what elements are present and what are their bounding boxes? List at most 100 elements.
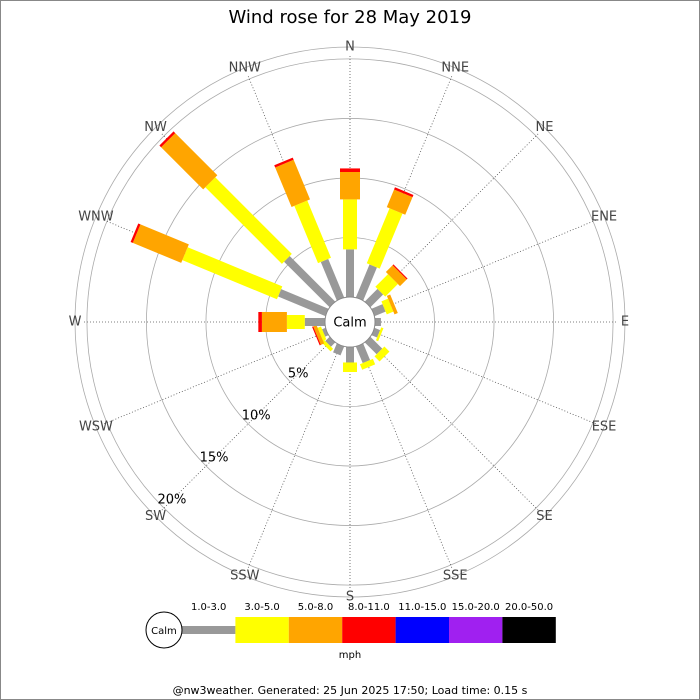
- legend-calm-label: Calm: [151, 626, 177, 637]
- bar-segment: [392, 264, 408, 280]
- ring-label: 20%: [158, 493, 187, 508]
- bar-segment: [313, 325, 325, 345]
- bar-segment: [182, 247, 283, 300]
- legend-label: 15.0-20.0: [452, 602, 500, 613]
- direction-line: [359, 344, 453, 569]
- calm-label: Calm: [333, 316, 366, 331]
- direction-line: [367, 132, 540, 305]
- direction-bars: [355, 343, 376, 370]
- chart-title: Wind rose for 28 May 2019: [229, 7, 472, 28]
- direction-label: NNW: [229, 60, 261, 75]
- bar-segment: [355, 343, 371, 364]
- bar-segment: [366, 208, 403, 269]
- bar-segment: [261, 312, 287, 332]
- bar-segment: [130, 223, 141, 243]
- direction-bars: [274, 157, 345, 301]
- legend-swatch: [395, 617, 449, 643]
- bar-segment: [333, 343, 345, 356]
- direction-label: E: [621, 315, 629, 330]
- bar-segment: [205, 177, 292, 264]
- bar-segment: [258, 312, 262, 332]
- direction-label: WNW: [78, 209, 114, 224]
- bar-segment: [343, 362, 357, 372]
- legend-swatch: [288, 617, 343, 643]
- bar-segment: [381, 298, 394, 315]
- bar-segment: [286, 315, 305, 329]
- direction-line: [103, 331, 328, 425]
- direction-label: NE: [535, 120, 553, 135]
- legend-label: 1.0-3.0: [191, 602, 226, 613]
- bar-segment: [343, 199, 357, 250]
- bar-segment: [364, 336, 383, 355]
- bar-segment: [320, 258, 345, 301]
- direction-bars: [333, 343, 345, 356]
- bar-segment: [340, 168, 360, 172]
- direction-label: N: [345, 40, 355, 55]
- legend-swatch: [182, 626, 236, 634]
- direction-bars: [258, 312, 325, 332]
- legend-calm-circle: [145, 611, 183, 649]
- legend-swatch: [502, 617, 556, 643]
- bar-segment: [371, 304, 386, 317]
- bar-segment: [385, 265, 407, 287]
- bar-segment: [375, 327, 384, 342]
- legend-swatch: [449, 617, 503, 643]
- legend-label: 11.0-15.0: [398, 602, 446, 613]
- bar-segment: [322, 327, 329, 337]
- direction-bars: [343, 347, 357, 372]
- bar-segment: [394, 187, 414, 198]
- ring-label: 5%: [288, 366, 309, 381]
- direction-bars: [130, 223, 329, 317]
- bar-segment: [340, 172, 360, 200]
- bar-segment: [132, 224, 189, 263]
- bar-segment: [364, 288, 384, 308]
- bar-segment: [294, 200, 331, 264]
- legend-label: 8.0-11.0: [348, 602, 390, 613]
- legend-swatch: [342, 617, 396, 643]
- direction-line: [367, 339, 540, 512]
- bar-segment: [346, 347, 354, 363]
- outer-ring: [74, 46, 626, 598]
- bar-segment: [275, 159, 311, 208]
- direction-bars: [371, 294, 398, 317]
- bar-segment: [159, 131, 176, 148]
- direction-bars: [364, 336, 390, 362]
- direction-label: SE: [536, 509, 552, 524]
- bar-segment: [274, 157, 294, 168]
- direction-label: SSE: [443, 569, 468, 584]
- legend-label: 20.0-50.0: [505, 602, 553, 613]
- grid-ring: [86, 58, 614, 586]
- direction-label: S: [346, 590, 354, 605]
- bar-segment: [346, 249, 354, 297]
- direction-bars: [312, 325, 329, 346]
- bar-segment: [375, 274, 398, 297]
- direction-label: NNE: [441, 60, 469, 75]
- bar-segment: [320, 338, 334, 352]
- bar-segment: [278, 289, 329, 317]
- direction-line: [160, 339, 333, 512]
- ring-label: 10%: [242, 408, 271, 423]
- direction-label: NW: [144, 120, 167, 135]
- bar-segment: [304, 318, 325, 326]
- legend-label: 5.0-8.0: [298, 602, 333, 613]
- calm-circle: [324, 296, 376, 348]
- bar-segment: [374, 346, 390, 362]
- direction-line: [372, 331, 597, 425]
- direction-bars: [375, 318, 381, 326]
- ring-label: 15%: [200, 450, 229, 465]
- direction-bars: [320, 336, 336, 352]
- direction-line: [372, 219, 597, 313]
- legend-unit: mph: [339, 650, 361, 661]
- direction-line: [247, 344, 341, 569]
- direction-label: W: [69, 315, 82, 330]
- bar-segment: [386, 189, 413, 215]
- direction-label: SW: [145, 509, 166, 524]
- legend-swatch: [235, 617, 289, 643]
- direction-line: [359, 75, 453, 300]
- bar-segment: [359, 358, 376, 370]
- direction-bars: [364, 264, 408, 308]
- bar-segment: [284, 256, 336, 308]
- footer: @nw3weather. Generated: 25 Jun 2025 17:5…: [173, 684, 528, 697]
- bar-segment: [161, 133, 218, 190]
